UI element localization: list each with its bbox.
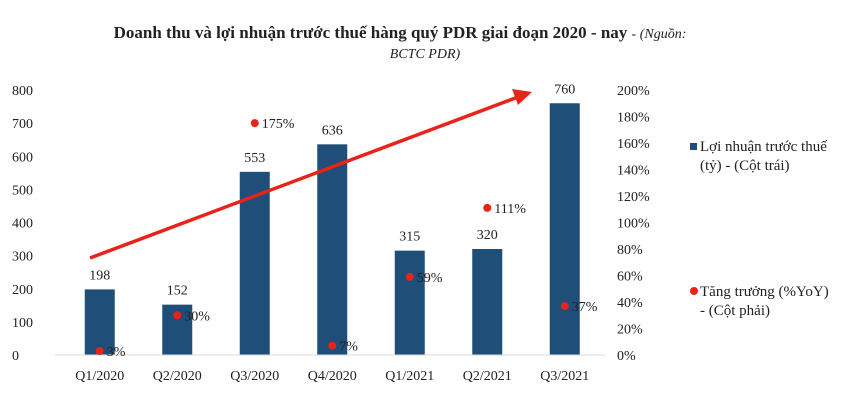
right-axis-tick: 60% <box>617 270 643 285</box>
legend-bar-line2: (tỷ) - (Cột trái) <box>700 158 790 174</box>
growth-label: 59% <box>417 271 443 286</box>
legend-dot-line2: - (Cột phải) <box>700 303 770 319</box>
x-axis-tick: Q2/2020 <box>153 369 202 384</box>
right-axis-tick: 20% <box>617 323 643 338</box>
growth-label: 37% <box>572 300 598 315</box>
bar-label: 315 <box>399 230 420 245</box>
growth-dot <box>95 347 104 356</box>
chart-title: Doanh thu và lợi nhuận trước thuế hàng q… <box>114 23 687 42</box>
right-axis-tick: 100% <box>617 217 650 232</box>
left-axis-tick: 700 <box>12 117 33 132</box>
legend-dot-line1: Tăng trưởng (%YoY) <box>700 284 829 300</box>
right-axis-tick: 160% <box>617 137 650 152</box>
x-axis-tick: Q4/2020 <box>308 369 357 384</box>
bar-label: 198 <box>89 268 110 283</box>
x-axis-tick: Q1/2021 <box>385 369 434 384</box>
bar <box>239 171 270 355</box>
left-axis-tick: 200 <box>12 283 33 298</box>
growth-dot <box>173 311 182 320</box>
growth-dot <box>328 341 337 350</box>
right-axis-tick: 120% <box>617 190 650 205</box>
growth-label: 111% <box>494 202 526 217</box>
bar-label: 553 <box>244 151 265 166</box>
bar-label: 152 <box>167 284 188 299</box>
bar <box>84 289 115 355</box>
bar <box>472 249 503 355</box>
left-axis-tick: 600 <box>12 150 33 165</box>
legend: Lợi nhuận trước thuế (tỷ) - (Cột trái) T… <box>690 139 829 319</box>
growth-dot <box>250 119 259 128</box>
x-axis-tick: Q3/2020 <box>230 369 279 384</box>
right-axis-tick: 0% <box>617 349 636 364</box>
bar-label: 760 <box>554 82 575 97</box>
trend-arrow-head <box>512 89 532 105</box>
left-axis-tick: 400 <box>12 217 33 232</box>
right-axis-tick: 40% <box>617 296 643 311</box>
growth-label: 3% <box>107 345 126 360</box>
growth-label: 30% <box>184 309 210 324</box>
bar-label: 636 <box>322 123 343 138</box>
legend-dot-swatch <box>690 287 698 295</box>
bar <box>394 250 425 355</box>
right-axis-tick: 180% <box>617 111 650 126</box>
left-axis-tick: 300 <box>12 250 33 265</box>
x-axis-tick: Q3/2021 <box>540 369 589 384</box>
growth-dot <box>560 301 569 310</box>
left-axis-tick: 800 <box>12 84 33 99</box>
growth-dot <box>483 203 492 212</box>
trend-arrow-line <box>89 95 519 260</box>
right-axis-tick: 200% <box>617 84 650 99</box>
growth-label: 7% <box>339 340 358 355</box>
left-axis-tick: 500 <box>12 183 33 198</box>
left-axis-tick: 100 <box>12 316 33 331</box>
x-axis-tick: Q1/2020 <box>75 369 124 384</box>
right-axis-tick: 80% <box>617 243 643 258</box>
bar <box>549 103 580 355</box>
chart-source: BCTC PDR) <box>390 47 461 62</box>
left-axis-tick: 0 <box>12 349 19 364</box>
growth-dot <box>405 272 414 281</box>
legend-bar-line1: Lợi nhuận trước thuế <box>700 139 827 155</box>
bar-label: 320 <box>477 228 498 243</box>
x-axis-tick: Q2/2021 <box>463 369 512 384</box>
bar <box>317 144 348 355</box>
right-axis-tick: 140% <box>617 164 650 179</box>
legend-bar-swatch <box>690 143 697 150</box>
growth-label: 175% <box>262 117 295 132</box>
